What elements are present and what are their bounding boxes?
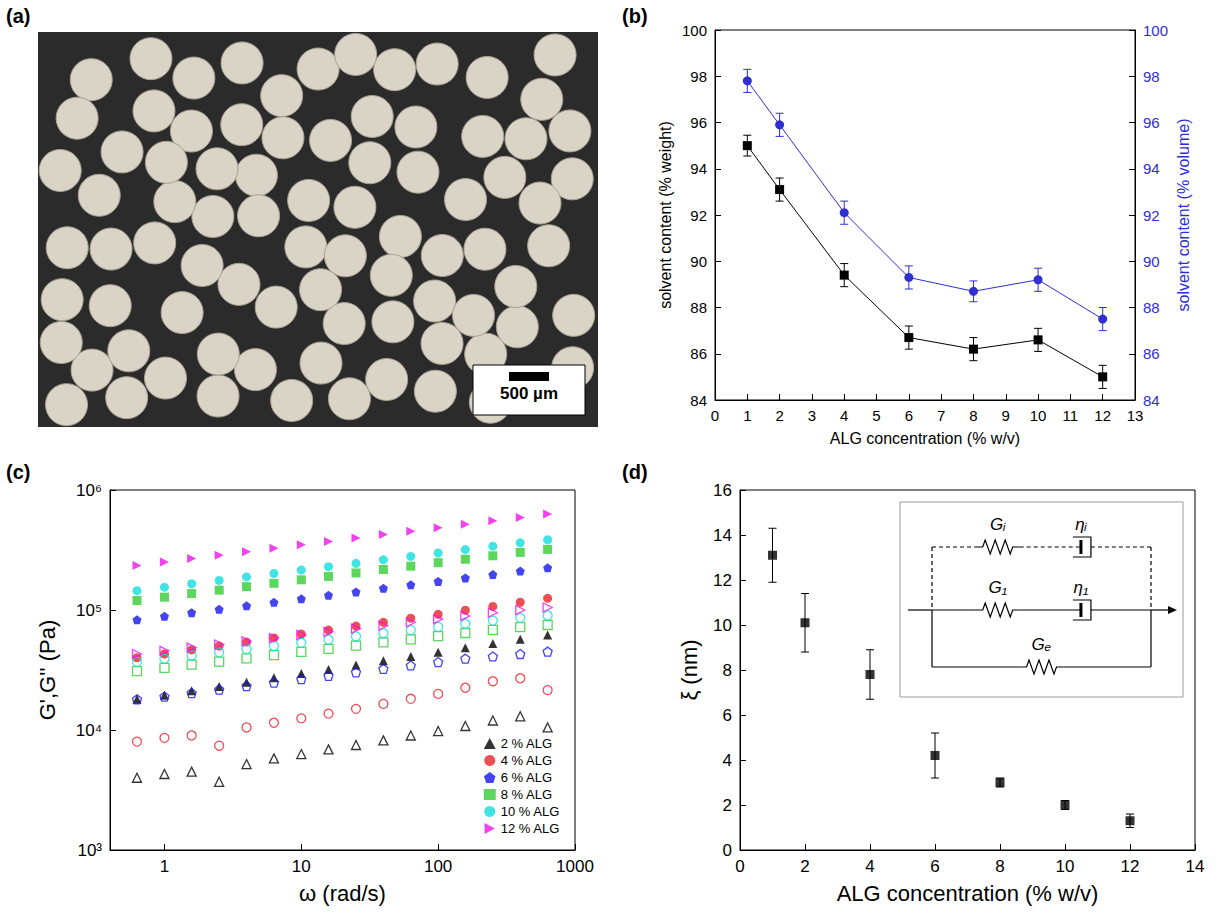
svg-text:10 % ALG: 10 % ALG xyxy=(501,804,560,819)
svg-text:ALG concentration (% w/v): ALG concentration (% w/v) xyxy=(830,430,1020,447)
svg-text:90: 90 xyxy=(1143,253,1160,270)
svg-text:94: 94 xyxy=(1143,160,1160,177)
svg-text:92: 92 xyxy=(1143,207,1160,224)
svg-text:14: 14 xyxy=(713,526,732,545)
svg-text:12: 12 xyxy=(1094,407,1111,424)
svg-text:92: 92 xyxy=(690,207,707,224)
svg-text:η₁: η₁ xyxy=(1074,578,1089,597)
svg-text:6: 6 xyxy=(723,706,732,725)
svg-text:8: 8 xyxy=(723,661,732,680)
svg-text:8: 8 xyxy=(969,407,977,424)
svg-text:6 % ALG: 6 % ALG xyxy=(501,770,552,785)
svg-text:(c): (c) xyxy=(6,461,30,483)
svg-text:ω (rad/s): ω (rad/s) xyxy=(299,881,386,906)
svg-text:2: 2 xyxy=(800,857,809,876)
svg-text:100: 100 xyxy=(1143,22,1168,39)
svg-text:1: 1 xyxy=(743,407,751,424)
svg-text:10³: 10³ xyxy=(77,841,102,860)
svg-text:10⁴: 10⁴ xyxy=(76,721,102,740)
svg-text:4: 4 xyxy=(723,751,732,770)
svg-text:2 % ALG: 2 % ALG xyxy=(501,736,552,751)
svg-text:0: 0 xyxy=(723,841,732,860)
svg-text:96: 96 xyxy=(1143,114,1160,131)
svg-text:10: 10 xyxy=(1056,857,1075,876)
svg-text:16: 16 xyxy=(713,481,732,500)
svg-text:G₁: G₁ xyxy=(988,578,1007,597)
svg-text:ηᵢ: ηᵢ xyxy=(1075,515,1087,534)
svg-text:86: 86 xyxy=(1143,345,1160,362)
svg-text:96: 96 xyxy=(690,114,707,131)
svg-text:84: 84 xyxy=(690,392,707,409)
svg-text:10: 10 xyxy=(1030,407,1047,424)
svg-text:86: 86 xyxy=(690,345,707,362)
svg-text:(b): (b) xyxy=(622,5,648,27)
svg-text:98: 98 xyxy=(690,68,707,85)
svg-text:98: 98 xyxy=(1143,68,1160,85)
svg-text:9: 9 xyxy=(1002,407,1010,424)
svg-text:4: 4 xyxy=(865,857,874,876)
svg-text:4 % ALG: 4 % ALG xyxy=(501,753,552,768)
svg-text:1: 1 xyxy=(160,857,169,876)
svg-text:2: 2 xyxy=(723,796,732,815)
svg-text:(a): (a) xyxy=(6,5,30,27)
svg-text:12: 12 xyxy=(713,571,732,590)
svg-text:Gₑ: Gₑ xyxy=(1032,635,1052,654)
svg-text:0: 0 xyxy=(735,857,744,876)
svg-text:10⁶: 10⁶ xyxy=(76,481,102,500)
svg-text:14: 14 xyxy=(1186,857,1205,876)
svg-text:84: 84 xyxy=(1143,392,1160,409)
svg-text:6: 6 xyxy=(930,857,939,876)
svg-text:8: 8 xyxy=(995,857,1004,876)
svg-text:88: 88 xyxy=(1143,299,1160,316)
svg-text:100: 100 xyxy=(424,857,452,876)
svg-text:3: 3 xyxy=(808,407,816,424)
svg-text:solvent content (% volume): solvent content (% volume) xyxy=(1175,119,1192,312)
svg-text:4: 4 xyxy=(840,407,848,424)
svg-text:solvent content (% weight): solvent content (% weight) xyxy=(657,121,674,309)
svg-text:ALG concentration (% w/v): ALG concentration (% w/v) xyxy=(837,881,1099,906)
svg-text:0: 0 xyxy=(711,407,719,424)
svg-text:G',G'' (Pa): G',G'' (Pa) xyxy=(35,620,60,721)
svg-text:2: 2 xyxy=(775,407,783,424)
svg-text:8 % ALG: 8 % ALG xyxy=(501,787,552,802)
svg-text:12 % ALG: 12 % ALG xyxy=(501,821,560,836)
svg-text:10⁵: 10⁵ xyxy=(76,601,102,620)
svg-text:10: 10 xyxy=(713,616,732,635)
svg-text:1000: 1000 xyxy=(556,857,594,876)
svg-text:13: 13 xyxy=(1127,407,1144,424)
svg-text:10: 10 xyxy=(292,857,311,876)
svg-text:90: 90 xyxy=(690,253,707,270)
svg-text:6: 6 xyxy=(905,407,913,424)
svg-text:5: 5 xyxy=(872,407,880,424)
svg-text:100: 100 xyxy=(682,22,707,39)
svg-text:ξ (nm): ξ (nm) xyxy=(677,639,702,700)
svg-text:Gᵢ: Gᵢ xyxy=(990,515,1006,534)
svg-text:500 µm: 500 µm xyxy=(500,384,558,403)
svg-text:11: 11 xyxy=(1063,407,1079,424)
svg-text:94: 94 xyxy=(690,160,707,177)
svg-text:88: 88 xyxy=(690,299,707,316)
svg-text:(d): (d) xyxy=(622,461,648,483)
svg-text:12: 12 xyxy=(1121,857,1140,876)
svg-text:7: 7 xyxy=(937,407,945,424)
